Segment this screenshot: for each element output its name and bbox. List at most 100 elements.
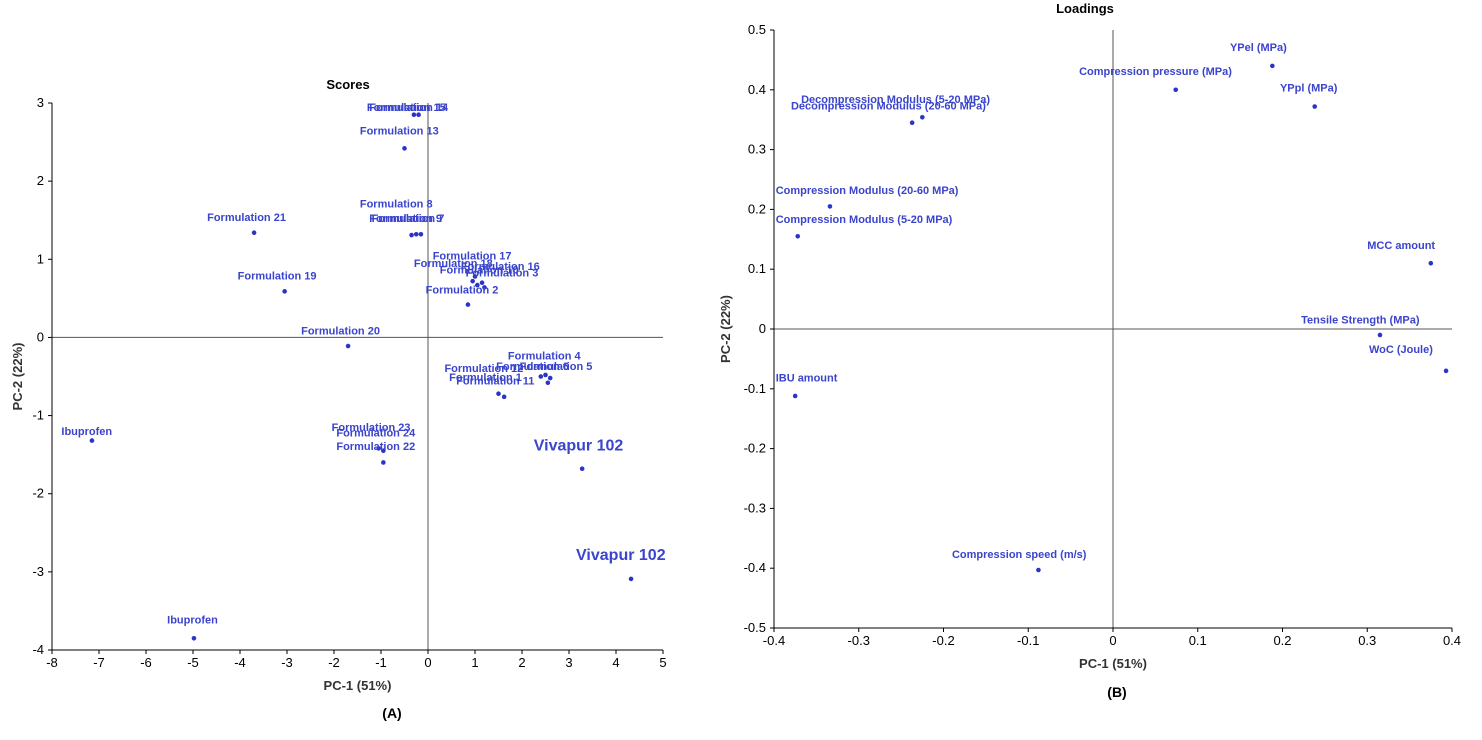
point-label: Formulation 14 (369, 102, 449, 114)
data-point (251, 230, 257, 236)
point-label: Formulation 23 (332, 422, 411, 434)
data-point (628, 576, 634, 582)
data-point (465, 302, 471, 307)
chart-title: Scores (326, 77, 369, 92)
y-tick-label: -3 (32, 564, 44, 579)
point-label: Tensile Strength (MPa) (1301, 315, 1420, 327)
data-point (402, 146, 407, 151)
data-point (496, 391, 501, 396)
point-label: Compression Modulus (20-60 MPa) (776, 185, 959, 197)
y-tick-label: -0.3 (744, 500, 766, 515)
x-tick-label: 3 (565, 655, 572, 670)
y-tick-label: -0.4 (744, 560, 766, 575)
point-label: Ibuprofen (61, 426, 112, 438)
data-point (416, 112, 421, 118)
x-tick-label: -5 (187, 655, 199, 670)
data-point (482, 285, 487, 290)
x-tick-label: -8 (46, 655, 58, 670)
x-tick-label: 0 (1109, 633, 1116, 648)
data-point (418, 231, 424, 237)
y-tick-label: -0.1 (744, 381, 766, 396)
loadings-chart: Loadings -0.4 -0.3 -0.2 -0.1 0 0.1 0.2 0.3 0.4 -0.… (718, 1, 1461, 700)
x-axis-title: PC-1 (51%) (1079, 656, 1147, 671)
y-tick-label: 0.1 (748, 261, 766, 276)
x-tick-label: 0.1 (1189, 633, 1207, 648)
data-point (475, 282, 480, 288)
x-tick-label: 1 (471, 655, 478, 670)
chart-title: Loadings (1056, 1, 1114, 16)
point-label: Formulation 19 (238, 271, 317, 283)
point-label: WoC (Joule) (1369, 344, 1433, 356)
data-point (1036, 567, 1041, 573)
y-tick-label: 0.5 (748, 22, 766, 37)
point-label: Vivapur 102 (534, 438, 624, 455)
data-point (413, 231, 419, 237)
y-tick-label: -4 (32, 642, 44, 657)
point-label: IBU amount (776, 373, 838, 385)
point-label: Formulation 20 (301, 325, 380, 337)
y-tick-label: -0.5 (744, 620, 766, 635)
y-axis-title: PC-2 (22%) (718, 295, 733, 363)
x-tick-label: 0.2 (1273, 633, 1291, 648)
point-label: Decompression Modulus (5-20 MPa) (801, 94, 990, 106)
point-label: Decompression Modulus (20-60 MPa) (791, 101, 986, 113)
point-label: Formulation 11 (456, 375, 534, 387)
x-tick-label: -3 (281, 655, 293, 670)
y-tick-label: 0.4 (748, 82, 766, 97)
y-tick-label: 0.2 (748, 201, 766, 216)
y-tick-label: 0.3 (748, 142, 766, 157)
point-label: Formulation 24 (336, 428, 416, 440)
data-point (345, 343, 351, 349)
point-label: Formulation 18 (414, 258, 493, 270)
point-label: Formulation 1 (449, 372, 522, 384)
data-point (920, 115, 925, 120)
point-label: Formulation 4 (508, 350, 582, 362)
scores-chart: Scores -8 -7 -6 -5 -4 -3 -2 -1 0 1 2 3 4 5 -4 -3 -2 -1 0 1 2 3… (10, 77, 667, 721)
data-point (89, 438, 95, 443)
data-point (501, 394, 507, 400)
x-tick-label: -0.3 (848, 633, 870, 648)
point-label: Compression Modulus (5-20 MPa) (776, 214, 953, 226)
data-point (579, 466, 585, 472)
panel-label: (A) (382, 705, 401, 721)
data-point (409, 232, 414, 238)
data-point (472, 274, 478, 279)
x-tick-label: 0.3 (1358, 633, 1376, 648)
point-label: Formulation 13 (360, 125, 439, 137)
point-label: Formulation 2 (426, 285, 499, 297)
data-point (795, 234, 801, 239)
data-point (827, 204, 833, 209)
x-tick-label: 0.4 (1443, 633, 1461, 648)
point-label: Formulation 8 (360, 199, 433, 211)
y-tick-label: -1 (32, 408, 44, 423)
data-point (376, 446, 381, 451)
x-tick-label: 0 (424, 655, 431, 670)
point-label: Formulation 5 (520, 361, 593, 373)
point-label: Formulation 21 (207, 212, 286, 224)
x-tick-label: -0.2 (932, 633, 954, 648)
data-point (547, 375, 553, 381)
point-label: Formulation 9 (369, 213, 442, 225)
point-label: Compression pressure (MPa) (1079, 66, 1232, 78)
x-tick-label: 2 (518, 655, 525, 670)
panel-label: (B) (1107, 684, 1126, 700)
point-label: Vivapur 102 (576, 547, 666, 564)
data-point (1173, 87, 1179, 93)
data-point (1312, 104, 1318, 109)
y-tick-label: -0.2 (744, 441, 766, 456)
data-point (479, 280, 485, 286)
x-axis-title: PC-1 (51%) (324, 678, 392, 693)
y-axis-title: PC-2 (22%) (10, 343, 25, 411)
data-point (792, 393, 798, 399)
data-point (538, 374, 544, 379)
x-tick-label: -0.4 (763, 633, 785, 648)
x-tick-label: -7 (93, 655, 105, 670)
point-label: Formulation 22 (336, 441, 415, 453)
y-tick-label: 0 (37, 329, 44, 344)
data-point (1377, 332, 1383, 338)
data-point (411, 112, 417, 118)
data-point (381, 448, 386, 454)
data-point (191, 635, 197, 641)
data-point (470, 278, 475, 284)
data-point (1443, 368, 1449, 374)
